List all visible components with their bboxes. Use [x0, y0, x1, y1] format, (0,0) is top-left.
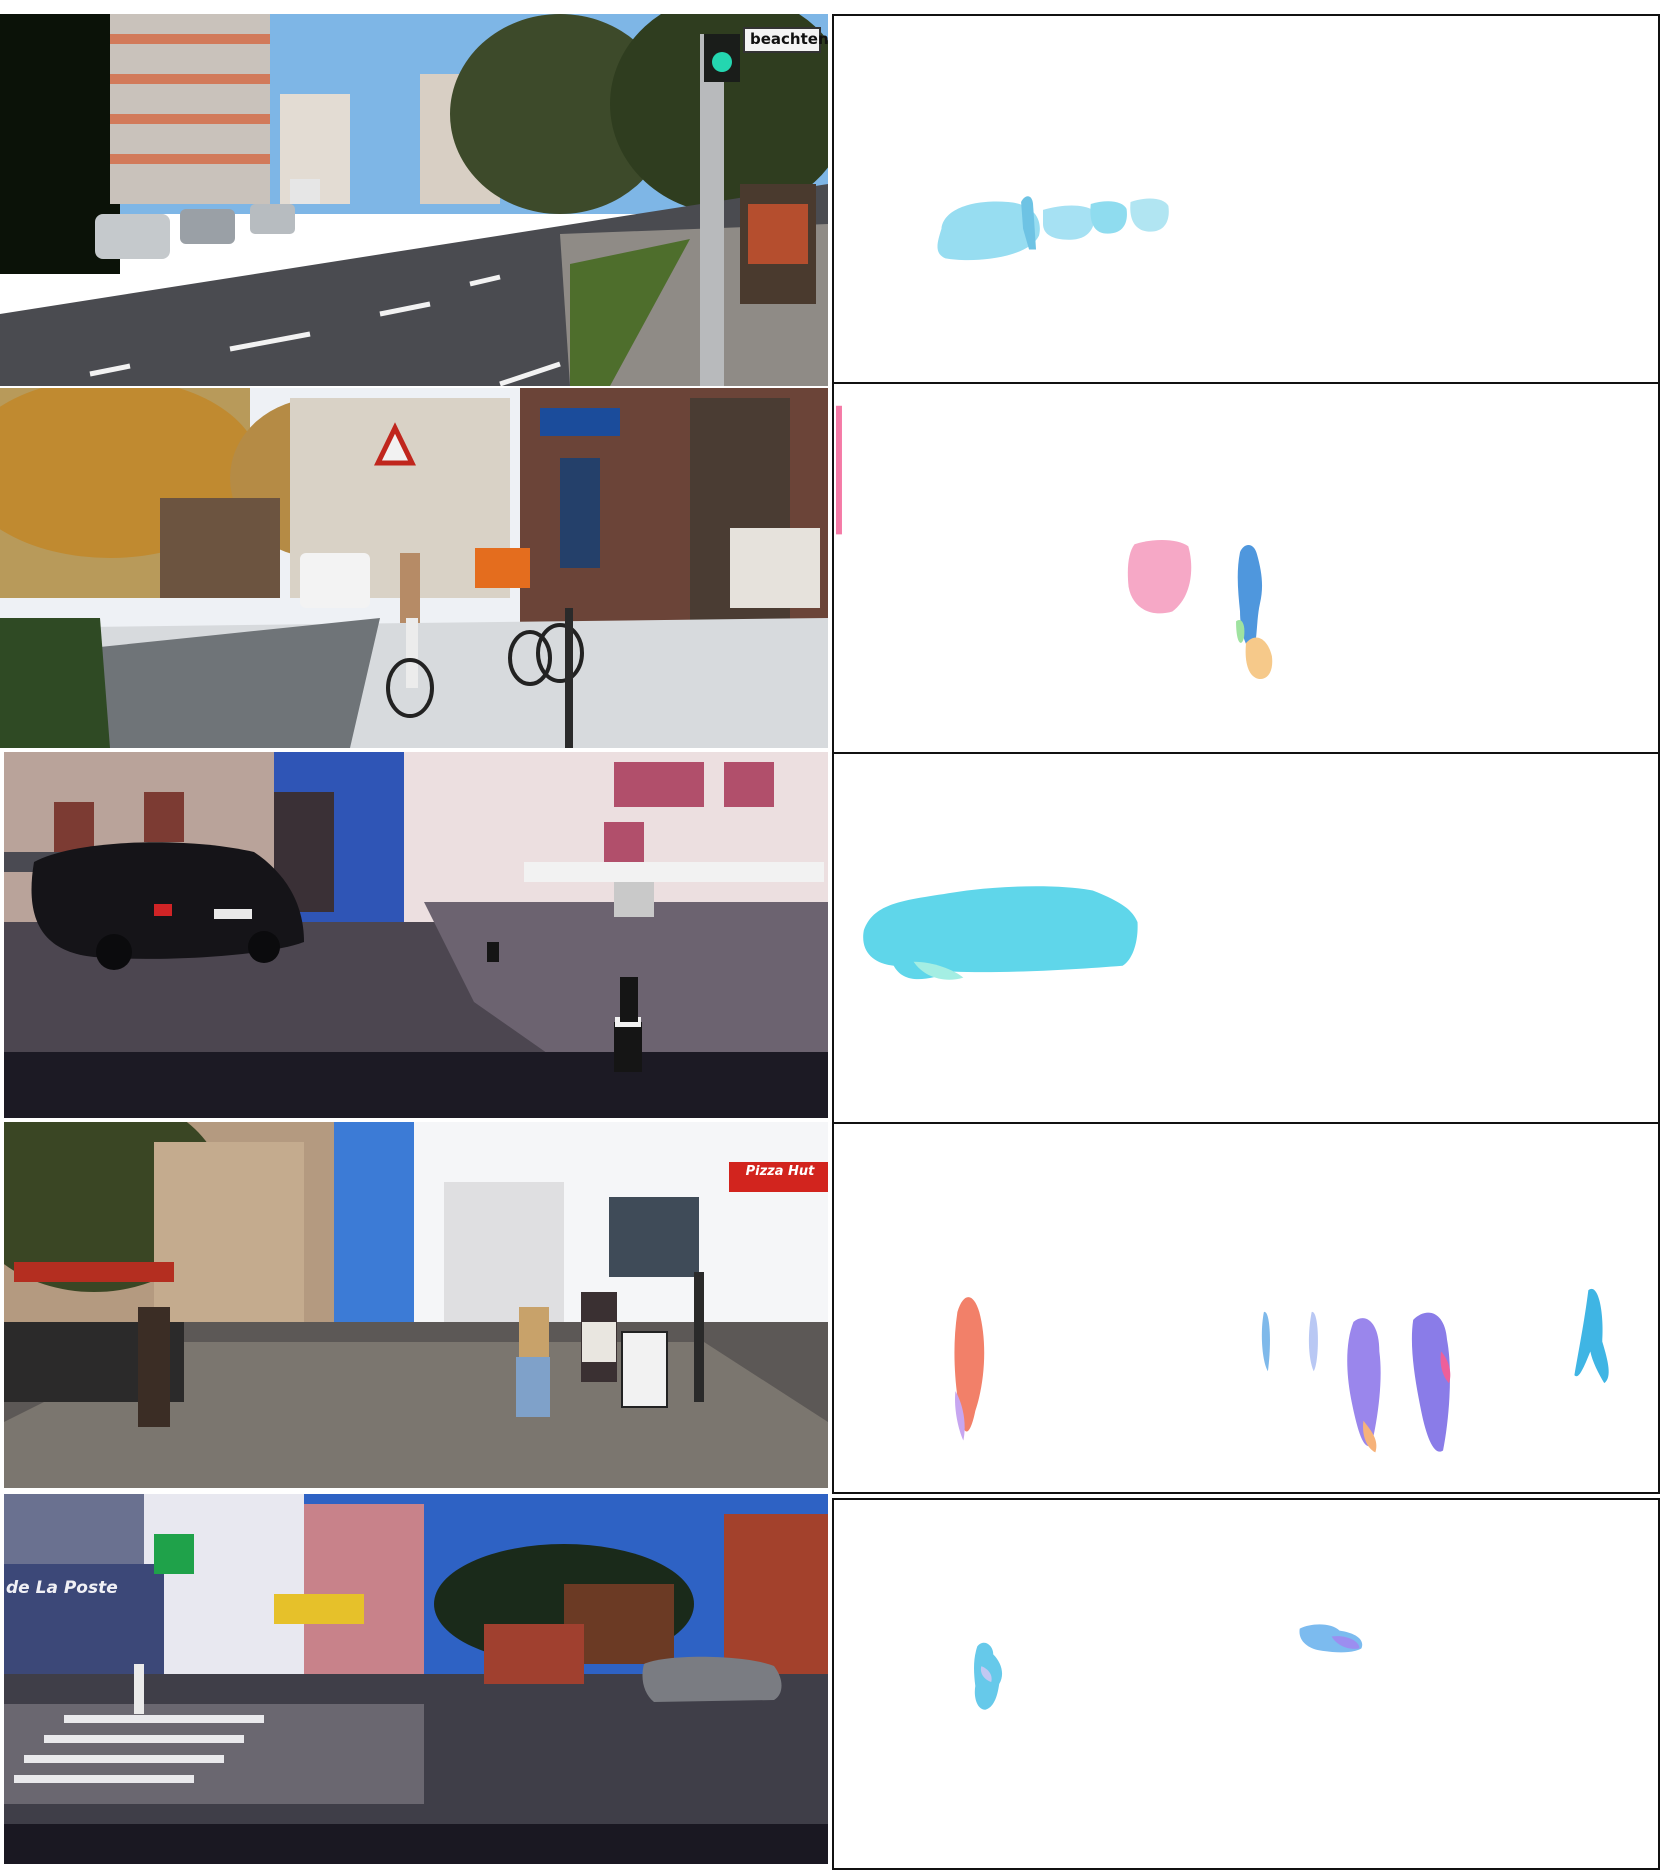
pizza-hut-sign-label: Pizza Hut	[745, 1164, 815, 1179]
photo-row-4: Pizza Hut	[4, 1122, 828, 1488]
photo-row-2	[0, 388, 828, 748]
photo-row-5: de La Poste	[4, 1494, 828, 1864]
flow-row-1	[832, 14, 1660, 386]
beachten-sign-label: beachten	[750, 30, 828, 48]
de-la-poste-sign-label: de La Poste	[6, 1578, 118, 1598]
photo-row-3	[4, 752, 828, 1118]
flow-row-2	[832, 382, 1660, 754]
flow-row-3	[832, 752, 1660, 1124]
photo-row-1: beachten	[0, 14, 828, 386]
flow-row-4	[832, 1122, 1660, 1494]
flow-row-5	[832, 1498, 1660, 1870]
